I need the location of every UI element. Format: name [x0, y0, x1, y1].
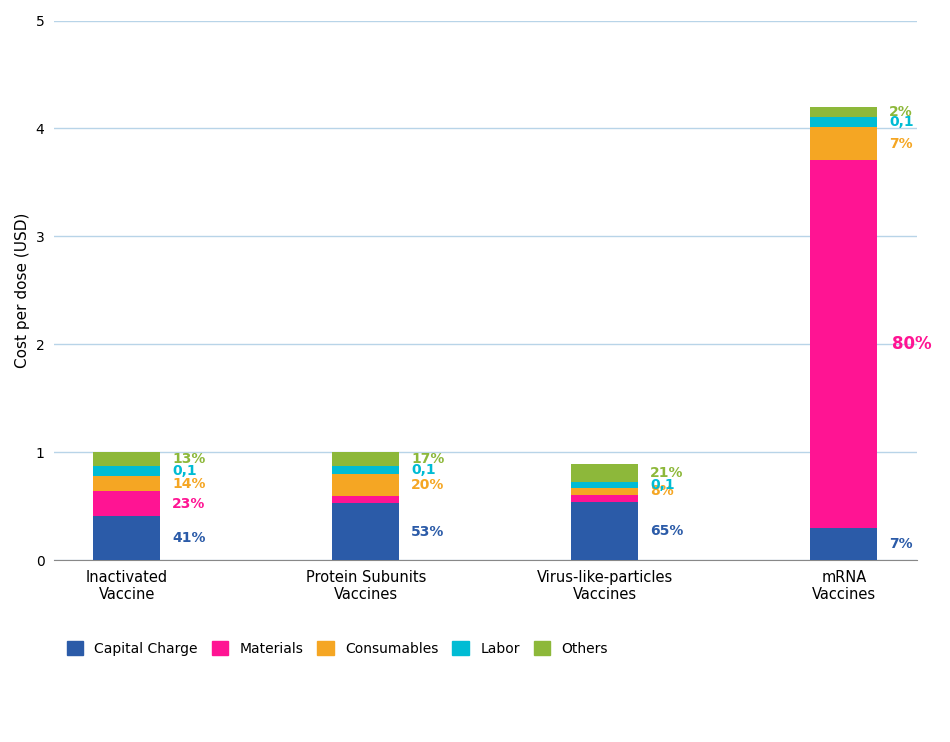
Bar	[572, 464, 638, 482]
Bar	[810, 116, 878, 128]
Bar	[810, 108, 878, 116]
Bar	[332, 466, 399, 474]
Y-axis label: Cost per dose (USD): Cost per dose (USD)	[15, 213, 30, 368]
Text: 0,1: 0,1	[172, 464, 197, 479]
Text: 65%: 65%	[651, 524, 684, 538]
Bar	[572, 488, 638, 495]
Bar	[93, 453, 161, 467]
Text: 8%: 8%	[651, 485, 674, 499]
Bar	[332, 496, 399, 503]
Text: 14%: 14%	[172, 476, 206, 490]
Text: 23%: 23%	[172, 496, 205, 510]
Bar	[332, 453, 399, 466]
Bar	[93, 491, 161, 516]
Text: 17%: 17%	[411, 452, 445, 466]
Text: 21%: 21%	[651, 466, 684, 480]
Text: 13%: 13%	[172, 453, 205, 467]
Text: 41%: 41%	[172, 531, 206, 545]
Bar	[810, 160, 878, 528]
Text: 0,1: 0,1	[651, 478, 674, 492]
Bar	[810, 128, 878, 160]
Bar	[572, 502, 638, 560]
Bar	[572, 495, 638, 502]
Bar	[93, 476, 161, 491]
Bar	[93, 516, 161, 560]
Text: 0,1: 0,1	[889, 115, 914, 129]
Bar	[93, 467, 161, 476]
Bar	[332, 503, 399, 560]
Text: 20%: 20%	[411, 478, 445, 492]
Legend: Capital Charge, Materials, Consumables, Labor, Others: Capital Charge, Materials, Consumables, …	[61, 635, 614, 661]
Text: 80%: 80%	[892, 335, 931, 353]
Text: 0,1: 0,1	[411, 463, 436, 477]
Bar	[332, 474, 399, 496]
Bar	[810, 528, 878, 560]
Text: 2%: 2%	[889, 105, 913, 119]
Text: 7%: 7%	[889, 137, 913, 151]
Text: 53%: 53%	[411, 525, 445, 539]
Bar	[572, 482, 638, 488]
Text: 7%: 7%	[889, 537, 913, 551]
